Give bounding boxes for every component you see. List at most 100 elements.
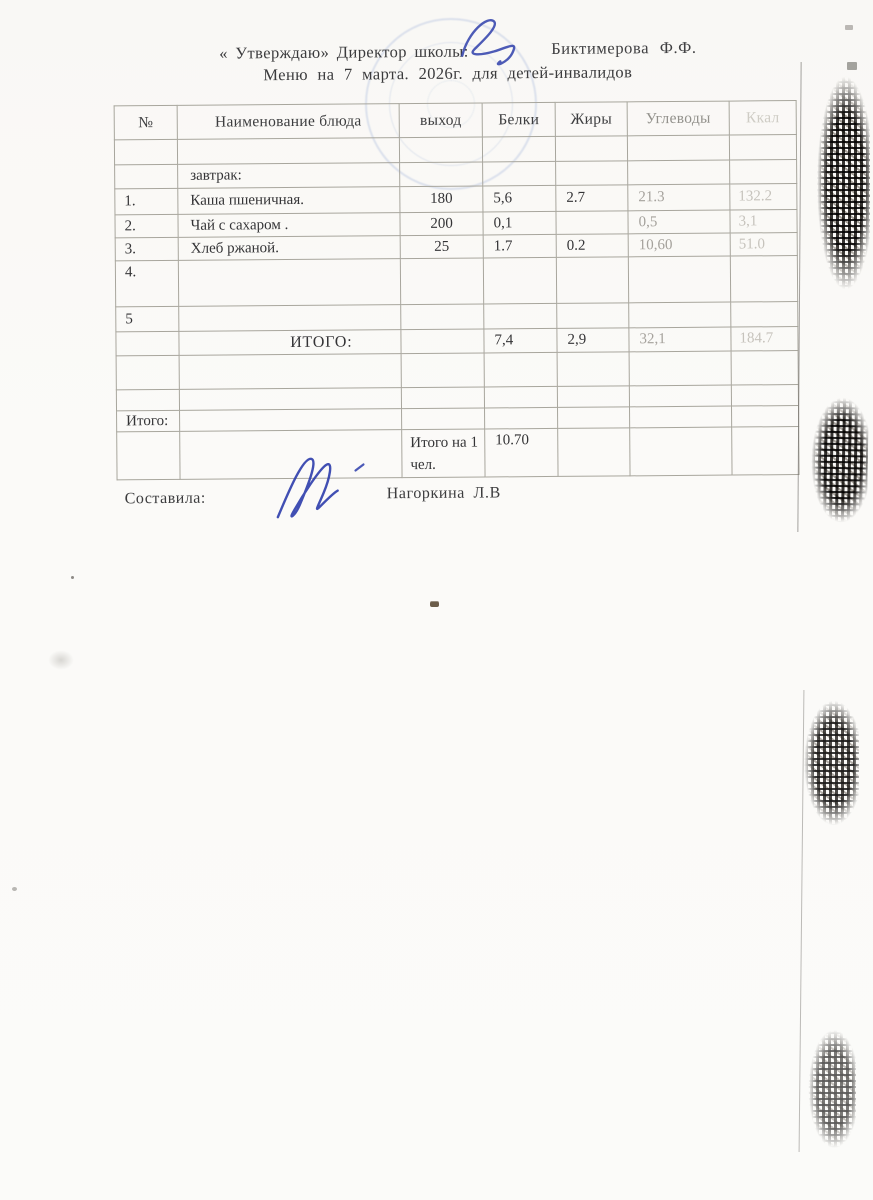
col-dish-name: Наименование блюда — [177, 103, 400, 140]
table-cell — [400, 328, 485, 354]
table-cell: 2,9 — [556, 327, 630, 353]
table-cell — [114, 139, 178, 165]
table-cell — [557, 427, 631, 476]
table-cell — [555, 210, 629, 235]
table-cell: 5 — [115, 306, 179, 332]
table-cell — [628, 256, 731, 303]
table-cell — [115, 331, 180, 356]
table-cell — [483, 257, 557, 305]
composer-name: Нагоркина Л.В — [386, 484, 501, 503]
table-cell — [629, 406, 732, 428]
approve-line: « Утверждаю» Директор школы: — [219, 41, 469, 63]
scan-artifact — [812, 55, 870, 311]
table-cell: 1.7 — [483, 234, 557, 259]
composed-by-label: Составила: — [124, 489, 206, 508]
table-cell: 4. — [115, 260, 179, 307]
table-cell — [399, 162, 483, 187]
table-row — [116, 350, 799, 390]
table-cell — [729, 159, 797, 185]
table-row: 4. — [115, 255, 798, 307]
table-cell: 132.2 — [729, 183, 797, 211]
table-cell — [627, 160, 730, 185]
table-cell: 2. — [114, 214, 179, 238]
table-cell — [730, 301, 798, 328]
table-cell — [401, 386, 485, 409]
table-cell: 0,5 — [627, 210, 731, 234]
table-cell: Итого на 1 чел. — [401, 428, 486, 478]
table-cell: 1. — [114, 188, 178, 215]
table-cell — [557, 385, 630, 408]
table-cell: 25 — [400, 235, 484, 259]
table-cell — [557, 351, 630, 387]
table-cell: 10,60 — [628, 233, 731, 257]
col-protein: Белки — [482, 102, 556, 138]
table-cell — [483, 303, 557, 329]
table-cell — [178, 304, 401, 332]
table-cell: 3. — [115, 237, 179, 261]
table-cell: Чай с сахаром . — [177, 212, 401, 238]
table-cell — [555, 160, 628, 186]
table-cell: 0,1 — [482, 211, 557, 236]
table-cell: 32,1 — [628, 327, 732, 352]
table-cell: 180 — [399, 186, 483, 213]
table-cell — [556, 256, 629, 304]
director-name: Биктимерова Ф.Ф. — [551, 37, 697, 58]
scan-speck — [845, 25, 853, 30]
table-cell: ИТОГО: — [178, 329, 402, 356]
composer-signature-icon — [276, 457, 365, 519]
table-cell: 184.7 — [730, 326, 799, 352]
menu-table: № Наименование блюда выход Белки Жиры Уг… — [114, 100, 800, 480]
table-cell — [484, 386, 558, 408]
scan-artifact — [804, 1018, 856, 1160]
scan-artifact — [799, 688, 859, 838]
table-cell — [731, 426, 800, 475]
col-output: выход — [399, 103, 483, 138]
table-cell — [179, 408, 402, 432]
table-cell — [629, 351, 732, 386]
table-cell: 3,1 — [729, 209, 798, 234]
director-signature-icon — [461, 19, 516, 66]
table-cell — [179, 353, 402, 390]
table-cell: 5,6 — [482, 185, 556, 213]
table-cell — [731, 405, 799, 428]
scan-speck — [430, 601, 439, 607]
table-cell — [482, 161, 556, 187]
table-cell — [556, 302, 629, 329]
table-cell: завтрак: — [177, 162, 400, 189]
table-cell: Каша пшеничная. — [177, 186, 400, 215]
table-cell — [179, 387, 402, 411]
table-cell — [401, 407, 485, 430]
table-cell: 200 — [399, 212, 484, 236]
table-cell — [731, 350, 799, 386]
table-header-row: № Наименование блюда выход Белки Жиры Уг… — [114, 100, 797, 140]
table-cell: 51.0 — [730, 232, 798, 257]
scan-speck — [71, 576, 74, 579]
table-cell — [116, 389, 180, 411]
table-cell: 7,4 — [483, 328, 558, 353]
table-cell — [482, 136, 556, 163]
col-fat: Жиры — [555, 101, 628, 137]
table-cell — [627, 135, 730, 161]
table-cell — [628, 302, 731, 328]
table-cell — [730, 255, 798, 303]
col-number: № — [114, 105, 178, 140]
table-cell: 10.70 — [484, 428, 559, 477]
menu-table-body: завтрак: 1. Каша пшеничная. 180 5,6 2.7 … — [114, 134, 800, 480]
table-cell: Хлеб ржаной. — [178, 235, 401, 261]
scan-speck — [48, 650, 74, 670]
scan-artifact — [804, 384, 870, 536]
table-cell — [484, 407, 558, 429]
col-carbs: Углеводы — [627, 101, 730, 136]
table-cell — [177, 137, 400, 165]
table-cell — [629, 427, 733, 476]
table-cell: 2.7 — [555, 184, 628, 212]
table-cell — [116, 355, 180, 390]
table-cell — [557, 406, 630, 429]
table-cell — [731, 384, 799, 407]
table-cell — [399, 137, 483, 163]
table-row: Итого на 1 чел. 10.70 — [116, 426, 800, 480]
table-cell — [116, 431, 181, 480]
table-cell — [401, 352, 485, 388]
